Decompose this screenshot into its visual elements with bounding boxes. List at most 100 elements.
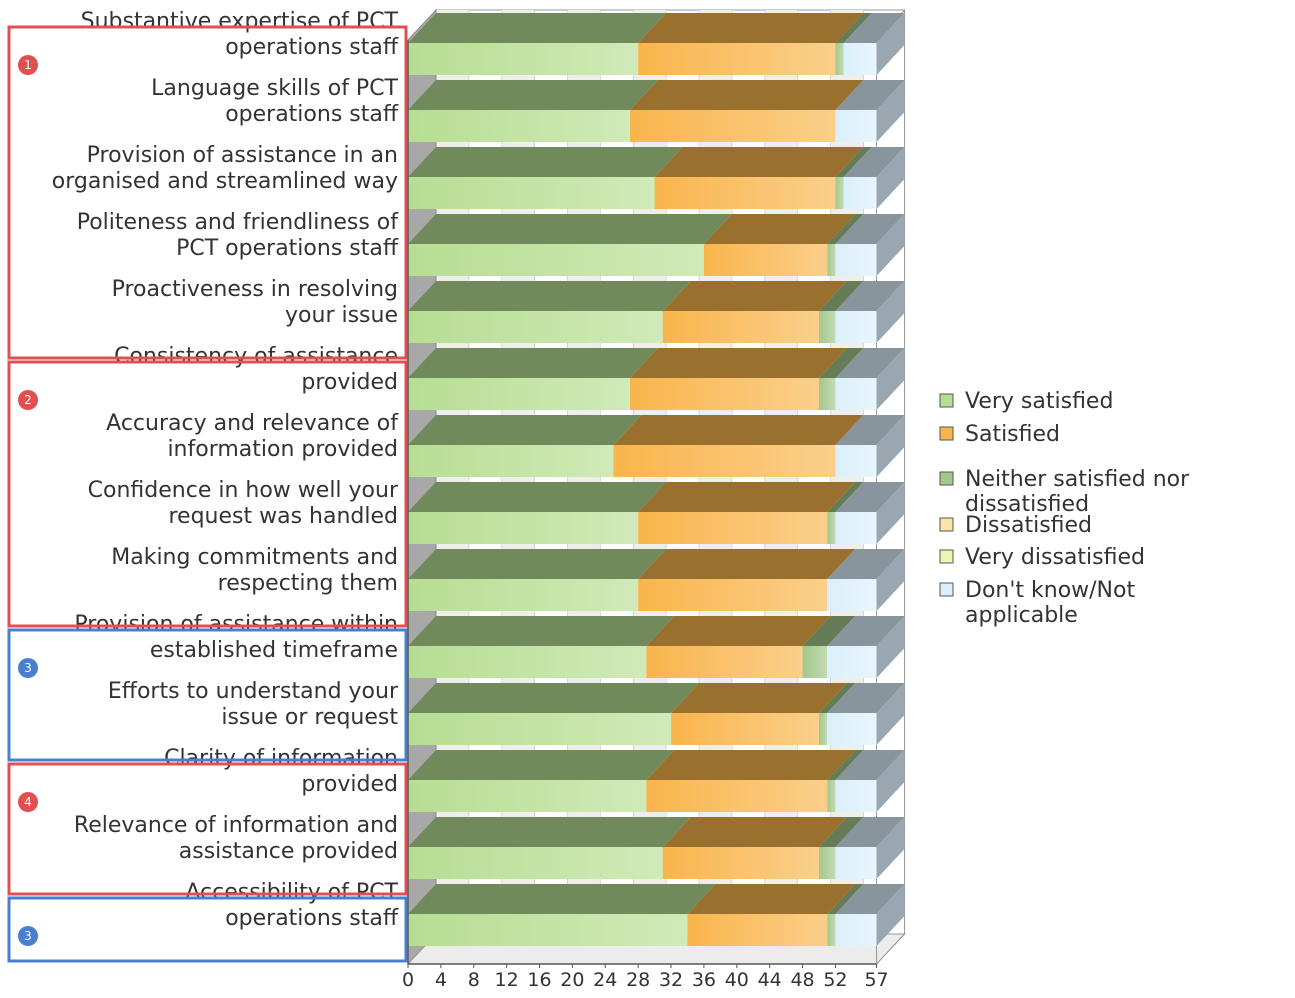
x-tick-label: 28: [626, 969, 650, 991]
bar-segment: [827, 780, 835, 812]
legend-label: Neither satisfied nor: [965, 467, 1190, 492]
bar-segment-top: [638, 482, 855, 512]
x-tick-label: 32: [659, 969, 683, 991]
bar-segment-top: [663, 281, 847, 311]
x-tick-label: 44: [758, 969, 782, 991]
bar-segment: [835, 914, 876, 946]
legend-label: Very satisfied: [965, 389, 1113, 414]
bar-segment: [835, 847, 876, 879]
bar-segment: [704, 244, 827, 276]
bar-segment: [630, 110, 836, 142]
bar-segment: [835, 378, 876, 410]
bar-segment-top: [646, 750, 855, 780]
bar-segment: [844, 43, 877, 75]
legend-label: Very dissatisfied: [965, 545, 1145, 570]
bar-segment-top: [408, 549, 666, 579]
category-label: Language skills of PCT: [151, 76, 398, 101]
group-badge-number: 2: [24, 393, 32, 407]
bar-segment: [408, 713, 671, 745]
bar-segment-top: [408, 817, 691, 847]
category-label: issue or request: [221, 705, 398, 730]
bar-segment: [663, 311, 819, 343]
x-tick-label: 57: [864, 969, 888, 991]
category-label: Confidence in how well your: [88, 478, 399, 503]
x-tick-label: 0: [402, 969, 414, 991]
x-tick-label: 20: [560, 969, 584, 991]
legend-label: Don't know/Not: [965, 578, 1135, 603]
category-labels: Substantive expertise of PCToperations s…: [52, 9, 399, 931]
category-label: your issue: [285, 303, 398, 328]
legend-swatch: [940, 472, 953, 485]
bar-segment: [844, 177, 877, 209]
category-label: information provided: [167, 437, 398, 462]
bar-segment-top: [408, 884, 715, 914]
category-label: Making commitments and: [111, 545, 398, 570]
bar-segment: [827, 713, 876, 745]
bar-segment-top: [408, 348, 658, 378]
bar-segment: [408, 43, 638, 75]
bar-segment: [408, 646, 646, 678]
bar-segment-top: [408, 281, 691, 311]
bar-segment-top: [638, 13, 863, 43]
x-tick-label: 36: [692, 969, 716, 991]
category-label: Accuracy and relevance of: [106, 411, 399, 436]
bar-segment: [827, 646, 876, 678]
bar-segment: [803, 646, 828, 678]
group-badge-number: 1: [24, 58, 32, 72]
bar-segment: [835, 311, 876, 343]
bar-segment: [408, 780, 646, 812]
bar-segment: [408, 177, 655, 209]
bar-segment: [408, 512, 638, 544]
bar-segment: [819, 311, 835, 343]
x-tick-label: 8: [468, 969, 480, 991]
bar-segment: [408, 378, 630, 410]
group-badge-number: 3: [24, 661, 32, 675]
bar-segment: [835, 445, 876, 477]
category-label: Provision of assistance in an: [87, 143, 398, 168]
bar-segment: [835, 110, 876, 142]
category-label: Substantive expertise of PCT: [81, 9, 399, 34]
category-label: respecting them: [218, 571, 398, 596]
legend-label: Satisfied: [965, 422, 1060, 447]
bar-segment-top: [630, 80, 864, 110]
bar-segment: [630, 378, 819, 410]
category-label: Politeness and friendliness of: [77, 210, 400, 235]
bar-segment-top: [408, 13, 666, 43]
bar-segment-top: [408, 214, 732, 244]
x-tick-label: 12: [495, 969, 519, 991]
category-label: organised and streamlined way: [52, 169, 398, 194]
bar-segment: [663, 847, 819, 879]
category-label: established timeframe: [150, 638, 398, 663]
bar-segment-top: [630, 348, 847, 378]
bar-segment: [638, 579, 827, 611]
bar-segment-top: [671, 683, 847, 713]
category-label: operations staff: [225, 35, 399, 60]
bar-segment: [819, 713, 827, 745]
bar-segment: [827, 512, 835, 544]
bar-segment: [819, 378, 835, 410]
bar-segment-top: [408, 415, 642, 445]
bar-segment-top: [655, 147, 864, 177]
legend: Very satisfied Satisfied Neither satisfied…: [940, 389, 1190, 628]
bar-segment: [687, 914, 827, 946]
x-tick-label: 24: [593, 969, 617, 991]
bar-segment: [638, 512, 827, 544]
bar-segment: [408, 914, 687, 946]
bar-segment: [827, 579, 876, 611]
bar-segment-top: [408, 616, 674, 646]
bar-segment: [835, 244, 876, 276]
bar-segment-top: [638, 549, 855, 579]
bar-segment: [408, 244, 704, 276]
bar-segment: [408, 110, 630, 142]
group-badge-number: 4: [24, 795, 32, 809]
category-label: provided: [301, 370, 398, 395]
x-tick-label: 40: [725, 969, 749, 991]
category-label: Relevance of information and: [74, 813, 398, 838]
bar-segment-top: [614, 415, 864, 445]
bar-segment: [819, 847, 835, 879]
bar-segment-top: [408, 80, 658, 110]
legend-swatch: [940, 518, 953, 531]
bar-segment: [827, 914, 835, 946]
legend-swatch: [940, 427, 953, 440]
